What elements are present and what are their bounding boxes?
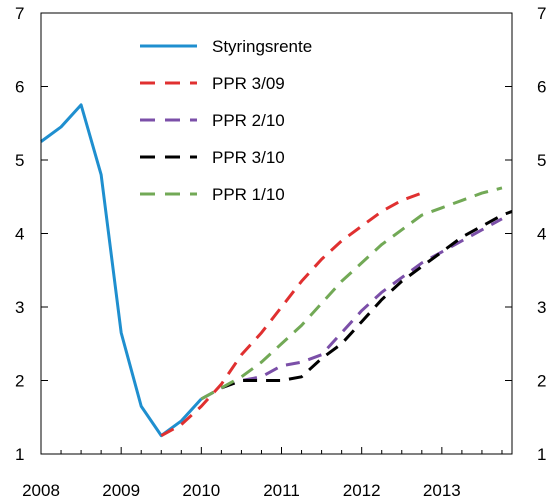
y-tick-label-left: 4 — [15, 225, 24, 244]
legend-label: Styringsrente — [212, 37, 312, 56]
legend-label: PPR 3/09 — [212, 74, 285, 93]
y-tick-label-right: 4 — [537, 225, 546, 244]
y-tick-label-right: 2 — [537, 372, 546, 391]
x-tick-label: 2013 — [423, 481, 461, 500]
legend: Styringsrente PPR 3/09 PPR 2/10 PPR 3/10 PPR… — [140, 37, 312, 204]
x-tick-label: 2008 — [22, 481, 60, 500]
legend-label: PPR 3/10 — [212, 148, 285, 167]
y-tick-label-right: 3 — [537, 298, 546, 317]
x-tick-label: 2011 — [263, 481, 300, 500]
series-line-ppr-3-09 — [160, 191, 423, 437]
legend-label: PPR 2/10 — [212, 111, 285, 130]
y-tick-label-left: 1 — [15, 445, 24, 464]
series-layer — [40, 103, 513, 438]
x-tick-label: 2009 — [102, 481, 140, 500]
y-tick-label-left: 2 — [15, 372, 24, 391]
y-tick-label-left: 3 — [15, 298, 24, 317]
y-tick-label-right: 5 — [537, 151, 546, 170]
legend-label: PPR 1/10 — [212, 185, 285, 204]
x-tick-label: 2012 — [343, 481, 381, 500]
y-tick-label-left: 7 — [15, 4, 24, 23]
y-tick-label-right: 6 — [537, 78, 546, 97]
y-tick-label-left: 6 — [15, 78, 24, 97]
x-tick-label: 2010 — [182, 481, 220, 500]
y-tick-label-left: 5 — [15, 151, 24, 170]
y-tick-label-right: 7 — [537, 4, 546, 23]
series-line-ppr-1-10 — [200, 186, 503, 401]
axis-layer: 1 1 2 2 3 3 4 4 5 5 6 6 7 7 2008 2009 2010 2011 2012 2013 — [15, 4, 546, 500]
series-line-styringsrente — [40, 103, 203, 438]
series-line-ppr-3-10 — [220, 210, 513, 390]
y-tick-label-right: 1 — [537, 445, 546, 464]
